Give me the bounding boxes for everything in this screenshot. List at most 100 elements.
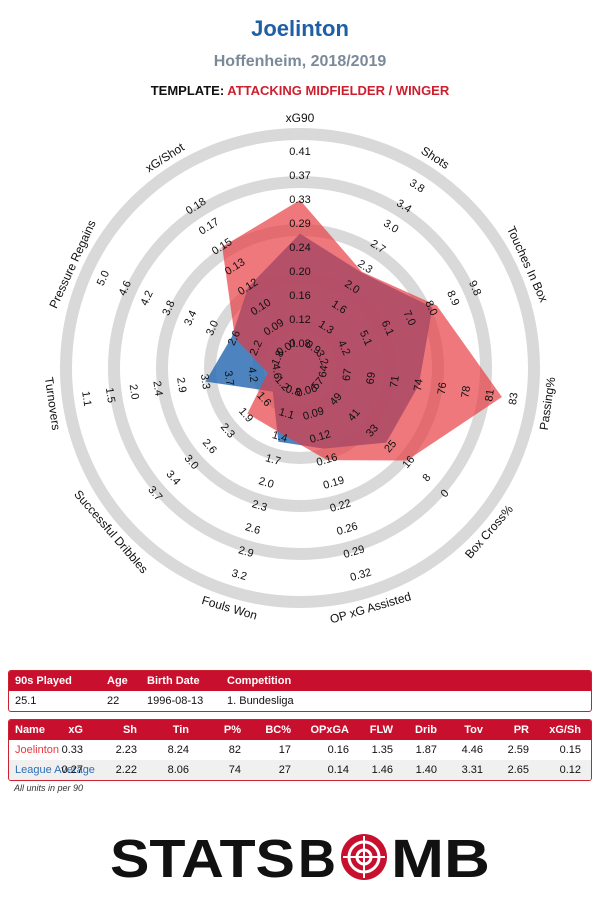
radar-tick-label: 8 bbox=[420, 472, 433, 484]
radar-tick-label: 69 bbox=[364, 371, 378, 385]
stats-table-row: Joelinton 0.33 2.23 8.24 82 17 0.16 1.35 1.87 4.4… bbox=[9, 740, 591, 760]
logo-text-stats: STATS bbox=[110, 830, 295, 882]
stats-cell: 82 bbox=[228, 744, 241, 756]
radar-tick-label: 76 bbox=[436, 382, 450, 396]
player-title: Joelinton bbox=[251, 16, 349, 41]
radar-tick-label: 0.17 bbox=[197, 216, 222, 238]
radar-tick-label: 3.2 bbox=[230, 567, 248, 583]
radar-tick-label: 1.5 bbox=[103, 387, 117, 404]
radar-polygons bbox=[205, 200, 502, 461]
stats-cell: 1.46 bbox=[371, 764, 393, 776]
radar-tick-label: 71 bbox=[388, 375, 402, 389]
radar-tick-label: 9.8 bbox=[466, 279, 483, 298]
stats-cell: 0.33 bbox=[61, 744, 83, 756]
radar-tick-label: 8.0 bbox=[422, 299, 439, 318]
stats-header-cell: xG/Sh bbox=[549, 724, 581, 736]
radar-tick-label: 0.16 bbox=[315, 451, 339, 469]
radar-ring bbox=[108, 176, 492, 560]
stats-cell: League Average bbox=[15, 764, 95, 776]
radar-tick-label: 3.8 bbox=[407, 177, 426, 195]
stats-header-cell: Drib bbox=[415, 724, 437, 736]
stats-cell: 0.27 bbox=[61, 764, 83, 776]
logo-text-b: B bbox=[298, 830, 336, 882]
radar-tick-label: 3.0 bbox=[204, 319, 221, 338]
radar-tick-label: 7.0 bbox=[401, 309, 418, 328]
radar-tick-label: 0.41 bbox=[289, 146, 310, 158]
stats-cell: 27 bbox=[278, 764, 291, 776]
statsbomb-logo: STATS B MB bbox=[110, 830, 490, 882]
stats-cell: 8.06 bbox=[167, 764, 189, 776]
radar-tick-label: 2.3 bbox=[250, 498, 268, 514]
radar-tick-label: 0.06 bbox=[295, 382, 319, 400]
radar-tick-label: 2.4 bbox=[150, 380, 164, 397]
radar-tick-label: 3.4 bbox=[163, 468, 182, 487]
stats-cell: Joelinton bbox=[15, 744, 60, 756]
radar-tick-label: 0.26 bbox=[335, 520, 359, 538]
radar-tick-label: 67 bbox=[341, 368, 355, 382]
radar-tick-label: 83 bbox=[507, 392, 521, 406]
radar-tick-label: 0.12 bbox=[308, 428, 332, 446]
stats-table: Name xG Sh Tin P% BC% OPxGA FLW Drib Tov PR xG/Sh J… bbox=[8, 719, 592, 781]
club-season-subtitle: Hoffenheim, 2018/2019 bbox=[213, 53, 387, 70]
radar-tick-label: 0.19 bbox=[322, 474, 346, 492]
radar-tick-label: 1.1 bbox=[79, 390, 93, 407]
stats-table-header: Name xG Sh Tin P% BC% OPxGA FLW Drib Tov PR xG/Sh bbox=[9, 720, 591, 740]
stats-cell: 2.23 bbox=[115, 744, 137, 756]
radar-tick-label: 2.6 bbox=[200, 437, 219, 456]
info-cell: 1996-08-13 bbox=[147, 695, 204, 707]
template-line: TEMPLATE: ATTACKING MIDFIELDER / WINGER bbox=[0, 83, 600, 98]
radar-tick-label: 0.20 bbox=[289, 266, 310, 278]
stats-cell: 3.31 bbox=[461, 764, 483, 776]
stats-header-cell: Tov bbox=[464, 724, 483, 736]
radar-tick-labels: 0.080.120.160.200.240.290.330.370.410.91… bbox=[79, 146, 520, 584]
stats-header-cell: P% bbox=[223, 724, 241, 736]
radar-series-joelinton bbox=[222, 200, 502, 461]
info-header-cell: Age bbox=[107, 675, 128, 687]
radar-tick-label: 4.2 bbox=[139, 289, 156, 308]
radar-tick-label: 2.0 bbox=[127, 383, 141, 400]
logo-text-mb: MB bbox=[391, 830, 490, 882]
stats-cell: 0.16 bbox=[327, 744, 349, 756]
radar-tick-label: 4.2 bbox=[335, 339, 352, 358]
stats-header-cell: xG bbox=[68, 724, 83, 736]
stats-cell: 0.15 bbox=[559, 744, 581, 756]
radar-tick-label: 2.0 bbox=[257, 475, 275, 491]
info-header-cell: 90s Played bbox=[15, 675, 72, 687]
radar-tick-label: 81 bbox=[483, 388, 497, 402]
radar-axis-label: Turnovers bbox=[42, 376, 63, 431]
stats-header-cell: Sh bbox=[122, 724, 137, 736]
radar-tick-label: 0.09 bbox=[302, 405, 326, 423]
radar-tick-label: 2.9 bbox=[237, 544, 255, 560]
stats-cell: 8.24 bbox=[167, 744, 189, 756]
radar-ring bbox=[60, 128, 540, 608]
info-cell: 25.1 bbox=[15, 695, 37, 707]
template-value: ATTACKING MIDFIELDER / WINGER bbox=[227, 83, 450, 98]
radar-tick-label: 0.29 bbox=[289, 218, 310, 230]
radar-axis-label: xG90 bbox=[286, 111, 315, 125]
radar-tick-label: 64 bbox=[317, 364, 331, 378]
stats-header-cell: Tin bbox=[172, 724, 189, 736]
radar-axis-label: Passing% bbox=[537, 376, 558, 431]
logo-target-icon bbox=[341, 834, 387, 880]
info-cell: 1. Bundesliga bbox=[227, 695, 294, 707]
radar-tick-label: 4.6 bbox=[117, 279, 134, 298]
info-table: 90s Played Age Birth Date Competition 25… bbox=[8, 670, 592, 712]
stats-cell: 1.40 bbox=[415, 764, 437, 776]
stats-cell: 0.12 bbox=[559, 764, 581, 776]
radar-tick-label: 0.32 bbox=[349, 566, 373, 584]
radar-tick-label: 0.8 bbox=[284, 383, 302, 399]
radar-tick-label: 0.16 bbox=[289, 290, 310, 302]
radar-tick-label: 5.0 bbox=[95, 269, 112, 288]
radar-tick-label: 4.2 bbox=[245, 366, 259, 383]
info-header-cell: Competition bbox=[227, 675, 292, 687]
stats-header-cell: BC% bbox=[265, 724, 291, 736]
stats-cell: 1.35 bbox=[371, 744, 393, 756]
radar-tick-label: 0.12 bbox=[289, 314, 310, 326]
radar-tick-label: 3.0 bbox=[381, 217, 400, 235]
radar-tick-label: 0.33 bbox=[289, 194, 310, 206]
stats-cell: 74 bbox=[228, 764, 241, 776]
stats-header-cell: FLW bbox=[369, 724, 393, 736]
radar-tick-label: 0.22 bbox=[329, 497, 353, 515]
stats-header-cell: Name bbox=[15, 724, 45, 736]
info-cell: 22 bbox=[107, 695, 120, 707]
